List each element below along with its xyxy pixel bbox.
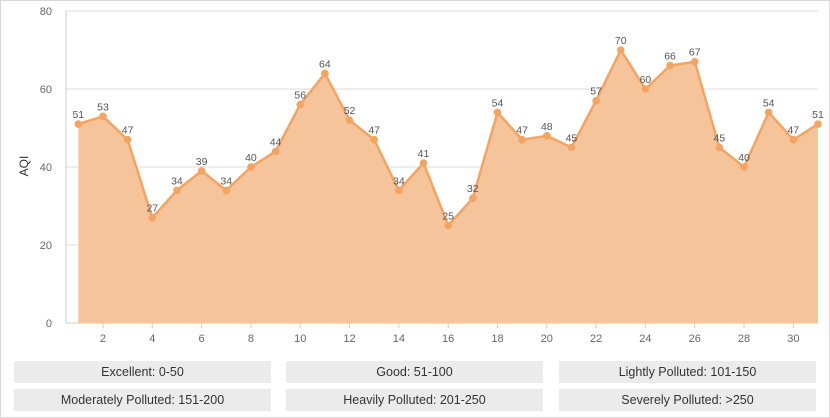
legend-good: Good: 51-100 (286, 361, 543, 383)
data-label-day-25: 66 (664, 51, 676, 63)
y-tick-label-60: 60 (40, 84, 52, 96)
x-tick-label-22: 22 (590, 333, 602, 345)
data-label-day-31: 51 (812, 109, 824, 121)
data-point-day-31 (814, 120, 822, 128)
data-point-day-14 (395, 186, 403, 195)
data-point-day-25 (666, 61, 674, 70)
data-label-day-22: 57 (590, 86, 602, 98)
x-tick-label-2: 2 (100, 333, 106, 345)
x-tick-label-4: 4 (149, 333, 155, 345)
x-tick-label-6: 6 (199, 333, 205, 345)
data-label-day-14: 34 (393, 175, 405, 187)
data-point-day-28 (740, 163, 748, 171)
data-point-day-5 (173, 186, 181, 195)
data-label-day-19: 47 (516, 125, 528, 137)
x-tick-label-8: 8 (248, 333, 254, 345)
aqi-area-fill (78, 50, 818, 323)
data-label-day-30: 47 (788, 125, 800, 137)
y-tick-label-80: 80 (40, 6, 52, 18)
data-label-day-15: 41 (418, 148, 430, 160)
data-point-day-3 (123, 135, 132, 144)
data-label-day-28: 40 (738, 152, 750, 164)
data-point-day-24 (641, 85, 650, 93)
x-tick-label-28: 28 (738, 333, 750, 345)
data-label-day-2: 53 (97, 101, 109, 113)
data-label-day-13: 47 (368, 125, 380, 137)
data-point-day-23 (616, 46, 625, 54)
data-point-day-13 (370, 135, 378, 144)
x-tick-label-30: 30 (787, 333, 799, 345)
legend-heavily-polluted: Heavily Polluted: 201-250 (286, 389, 543, 411)
data-point-day-2 (99, 112, 107, 121)
data-point-day-30 (789, 135, 798, 144)
data-label-day-5: 34 (171, 175, 183, 187)
data-label-day-20: 48 (541, 121, 553, 133)
x-tick-label-16: 16 (442, 333, 454, 345)
x-tick-label-14: 14 (393, 333, 405, 345)
data-point-day-1 (74, 120, 83, 128)
x-axis-ticks: 2 4 6 8 10 12 14 16 18 20 22 24 26 28 30 (100, 323, 799, 345)
data-point-day-10 (296, 100, 305, 109)
data-point-day-16 (444, 221, 452, 230)
data-label-day-10: 56 (294, 90, 306, 102)
data-point-day-4 (148, 213, 157, 222)
data-label-day-1: 51 (72, 109, 84, 121)
data-label-day-23: 70 (615, 35, 627, 47)
data-label-day-4: 27 (146, 203, 158, 215)
data-point-day-8 (247, 163, 255, 171)
data-point-day-27 (715, 143, 724, 152)
legend-severely-polluted: Severely Polluted: >250 (559, 389, 816, 411)
data-label-day-27: 45 (714, 133, 726, 145)
data-labels: 51 53 47 27 34 39 34 40 44 56 64 52 47 34 41 25 32 54 47 48… (72, 35, 824, 223)
data-label-day-8: 40 (245, 152, 257, 164)
data-label-day-9: 44 (270, 136, 282, 148)
data-point-day-20 (542, 132, 551, 140)
data-point-day-19 (518, 135, 526, 144)
x-tick-label-10: 10 (294, 333, 306, 345)
data-label-day-18: 54 (492, 97, 504, 109)
legend-excellent: Excellent: 0-50 (14, 361, 271, 383)
aqi-series (74, 46, 822, 323)
data-label-day-17: 32 (467, 183, 479, 195)
data-label-day-21: 45 (566, 133, 578, 145)
data-point-day-26 (690, 57, 699, 66)
data-label-day-24: 60 (640, 74, 652, 86)
data-point-day-7 (222, 186, 231, 195)
data-point-day-29 (764, 108, 773, 117)
data-point-day-17 (469, 194, 477, 202)
data-label-day-29: 54 (763, 97, 775, 109)
data-point-day-6 (197, 167, 206, 175)
y-axis-ticks: 0 20 40 60 80 (40, 6, 52, 330)
x-tick-label-12: 12 (343, 333, 355, 345)
data-point-day-11 (321, 69, 329, 78)
data-label-day-3: 47 (122, 125, 134, 137)
data-label-day-6: 39 (196, 156, 208, 168)
legend-moderately-polluted: Moderately Polluted: 151-200 (14, 389, 271, 411)
x-tick-label-20: 20 (541, 333, 553, 345)
data-label-day-7: 34 (220, 175, 232, 187)
data-label-day-12: 52 (344, 105, 356, 117)
x-tick-label-24: 24 (639, 333, 651, 345)
data-label-day-26: 67 (689, 47, 701, 59)
data-label-day-11: 64 (319, 58, 331, 70)
data-point-day-12 (345, 116, 354, 124)
x-tick-label-18: 18 (491, 333, 503, 345)
y-axis-title: AQI (17, 156, 31, 177)
data-label-day-16: 25 (442, 211, 454, 223)
data-point-day-21 (567, 143, 576, 152)
y-tick-label-0: 0 (46, 318, 52, 330)
legend-lightly-polluted: Lightly Polluted: 101-150 (559, 361, 816, 383)
data-point-day-18 (493, 108, 502, 117)
y-tick-label-40: 40 (40, 162, 52, 174)
y-tick-label-20: 20 (40, 240, 52, 252)
data-point-day-15 (419, 159, 428, 167)
data-point-day-9 (271, 147, 280, 156)
x-tick-label-26: 26 (689, 333, 701, 345)
data-point-day-22 (592, 96, 600, 105)
